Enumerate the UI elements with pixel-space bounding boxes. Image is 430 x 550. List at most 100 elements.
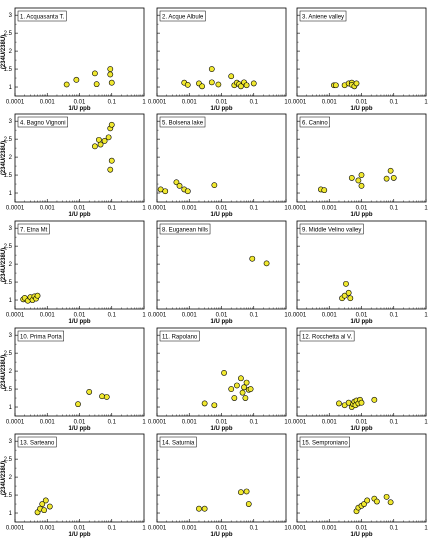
y-tick-label: 3 [9,226,13,232]
panel-title-box [159,223,211,235]
x-tick-label: 0.1 [390,100,399,106]
x-tick-label: 0.1 [108,526,117,532]
data-point [39,501,46,507]
panel-title-text: 3. Aniene valley [302,15,344,21]
x-tick-label: 0.1 [250,420,259,426]
x-tick-label: 1 [142,206,146,212]
data-point [361,501,367,507]
data-point [107,166,114,173]
x-tick-label: 0.1 [390,526,399,532]
x-tick-label: 0.01 [356,526,368,532]
data-point [239,389,246,396]
x-tick-label: 1 [424,100,428,106]
x-tick-label: 0.01 [356,420,368,426]
data-point [105,134,112,141]
x-axis-label: 1/U ppb [69,212,91,218]
data-point [387,167,394,174]
data-point [228,386,235,392]
chart-panel-5: 0.0001 0.001 0.01 0.1 1 1/U ppb 5. Bolsena lak… [148,113,288,218]
chart-panel-6: 0.0001 0.001 0.01 0.1 1 1/U ppb 6. Canino [288,113,428,218]
panel-title: 4. Bagno Vignoni [17,116,68,128]
x-axis-label: 1/U ppb [69,532,91,538]
panel-title-box [159,10,206,22]
data-point [242,395,249,401]
chart-panel-8: 0.0001 0.001 0.01 0.1 1 1/U ppb 8. Euganean hi… [148,220,288,325]
data-point [358,172,365,178]
data-point [196,505,202,512]
x-tick-label: 0.0001 [6,313,25,319]
data-point [173,179,180,186]
data-point [358,399,365,406]
data-point [241,384,247,391]
y-tick-label: 1 [9,191,13,197]
x-tick-label: 1 [142,420,146,426]
chart-panel-11: 0.0001 0.001 0.01 0.1 1 1/U ppb 11. Rapolano [148,327,288,432]
data-point [201,505,208,512]
panel-title-box [17,223,50,235]
x-tick-label: 0.1 [108,313,117,319]
x-tick-label: 0.01 [356,206,368,212]
data-point [201,400,208,407]
panel-title: 15. Semproniano [299,436,350,448]
panel-title-text: 12. Rocchetta al V. [302,335,352,341]
y-axis-label: (234U/238U) [1,461,7,495]
panel-title: 11. Rapolano [159,330,200,342]
data-point [184,188,191,195]
y-tick-label: 1.5 [4,493,13,499]
y-axis-label: (234U/238U) [1,35,7,69]
panel-title-box [17,330,64,342]
x-tick-label: 0.0001 [288,206,307,212]
data-point [211,402,218,409]
y-tick-label: 2 [9,49,13,55]
chart-panel-7: 0.0001 0.001 0.01 0.1 1 1/U ppb 1 1.5 2 2.5 3 (234U… [1,220,146,325]
x-tick-label: 0.1 [250,100,259,106]
data-point [86,389,93,395]
x-tick-label: 0.1 [390,206,399,212]
panel-title: 10. Prima Porta [17,330,64,342]
y-tick-label: 1 [9,298,13,304]
data-point [108,121,115,128]
x-tick-label: 0.1 [390,313,399,319]
panel-title: 8. Euganean hills [159,223,211,235]
data-point [162,188,169,195]
data-point [63,81,70,88]
panel-title-text: 15. Semproniano [302,441,348,447]
data-point [345,289,352,296]
chart-panel-14: 0.0001 0.001 0.01 0.1 1 1/U ppb 14. Saturnia [148,433,288,538]
x-tick-label: 1 [142,100,146,106]
data-point [208,79,215,86]
data-point [34,292,41,299]
data-point [341,292,348,299]
data-point [99,393,105,400]
x-axis-label: 1/U ppb [351,212,373,218]
panel-title-text: 4. Bagno Vignoni [20,121,66,127]
data-point [250,80,257,87]
panel-title-text: 11. Rapolano [162,335,198,341]
chart-panel-2: 0.0001 0.001 0.01 0.1 1 1/U ppb 2. Acque Albul… [148,7,288,112]
x-axis-label: 1/U ppb [351,319,373,325]
panel-title-text: 7. Etna Mt [20,228,48,234]
x-tick-label: 1 [142,313,146,319]
y-tick-label: 2 [9,369,13,375]
y-tick-label: 2 [9,155,13,161]
x-tick-label: 1 [284,420,288,426]
x-tick-label: 0.0001 [288,420,307,426]
x-tick-label: 0.1 [108,100,117,106]
x-tick-label: 1 [424,526,428,532]
data-point [263,260,270,267]
panel-title-text: 8. Euganean hills [162,228,208,234]
y-tick-label: 3 [9,13,13,19]
data-point [91,143,98,150]
data-point [238,375,244,382]
data-point [97,141,104,148]
panel-title-box [299,116,330,128]
x-tick-label: 0.001 [322,420,338,426]
x-axis-label: 1/U ppb [69,106,91,112]
panel-title: 12. Rocchetta al V. [299,330,355,342]
panel-title-text: 9. Middle Velino valley [302,228,361,234]
chart-panel-12: 0.0001 0.001 0.01 0.1 1 1/U ppb 12. Rocchetta … [288,327,428,432]
x-axis-label: 1/U ppb [211,319,233,325]
x-tick-label: 0.0001 [6,526,25,532]
data-point [383,493,390,500]
